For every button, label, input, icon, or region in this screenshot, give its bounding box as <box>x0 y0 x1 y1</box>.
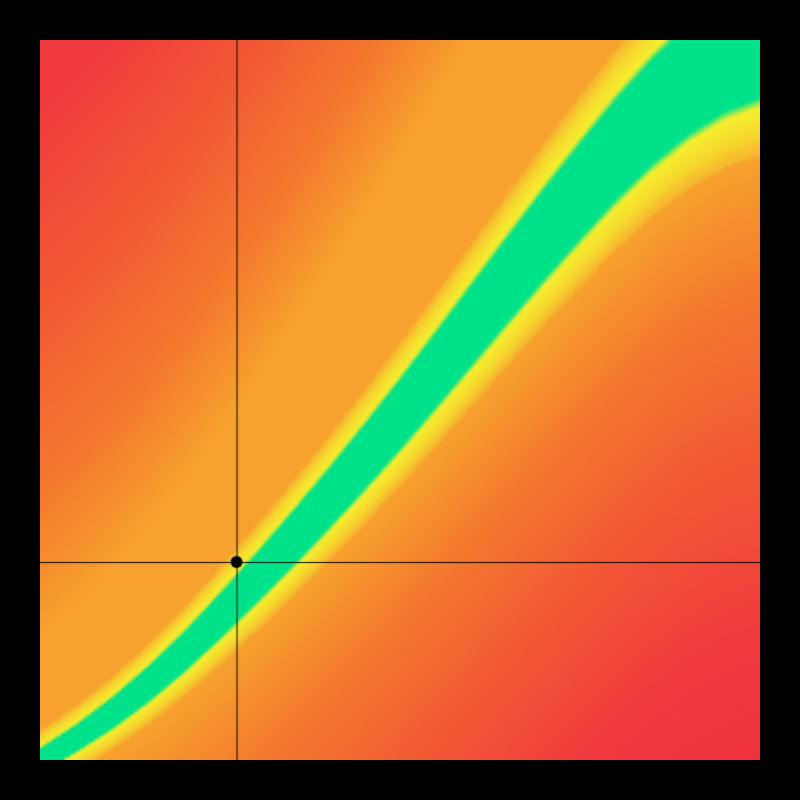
frame-top <box>0 0 800 40</box>
chart-container: TheBottleneck.com <box>0 0 800 800</box>
frame-bottom <box>0 760 800 800</box>
frame-left <box>0 0 40 800</box>
frame-right <box>760 0 800 800</box>
crosshair-overlay <box>40 40 760 760</box>
